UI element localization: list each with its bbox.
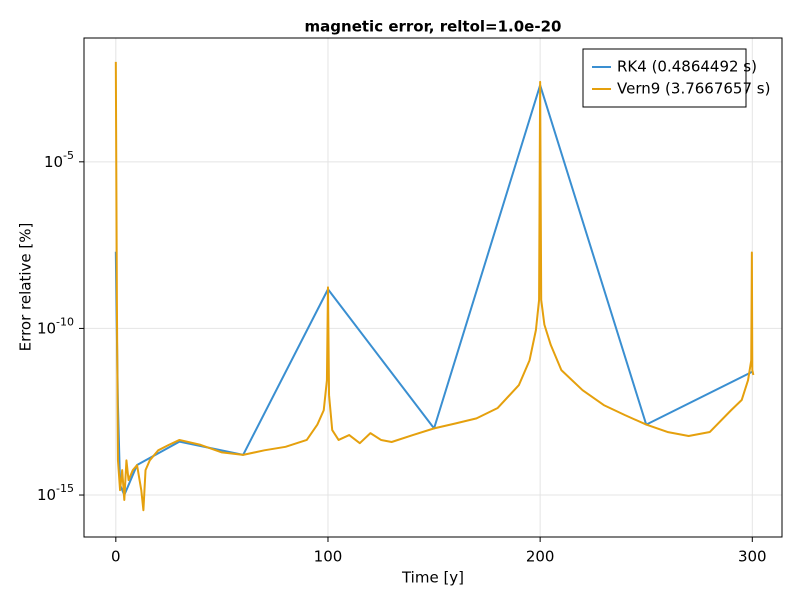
x-tick-label: 200 <box>526 548 555 566</box>
y-tick-exponent: -15 <box>56 482 74 495</box>
legend-label: Vern9 (3.7667657 s) <box>617 80 770 98</box>
x-tick-label: 0 <box>111 548 121 566</box>
x-tick-label: 300 <box>738 548 767 566</box>
x-tick-label: 100 <box>314 548 343 566</box>
y-tick-base: 10 <box>37 486 56 504</box>
y-tick-label: 10-5 <box>44 149 74 171</box>
y-tick-base: 10 <box>44 152 63 170</box>
x-axis-label: Time [y] <box>401 569 464 587</box>
legend-box <box>582 48 747 108</box>
y-tick-label: 10-15 <box>37 482 74 504</box>
plot-frame <box>83 37 783 538</box>
series-line <box>114 61 755 512</box>
chart-title: magnetic error, reltol=1.0e-20 <box>305 18 562 36</box>
y-tick-base: 10 <box>37 319 56 337</box>
y-tick-label: 10-10 <box>37 315 74 337</box>
y-tick-exponent: -10 <box>56 315 74 328</box>
y-axis-label: Error relative [%] <box>17 223 35 352</box>
legend-label: RK4 (0.4864492 s) <box>617 58 757 76</box>
y-tick-exponent: -5 <box>63 149 74 162</box>
